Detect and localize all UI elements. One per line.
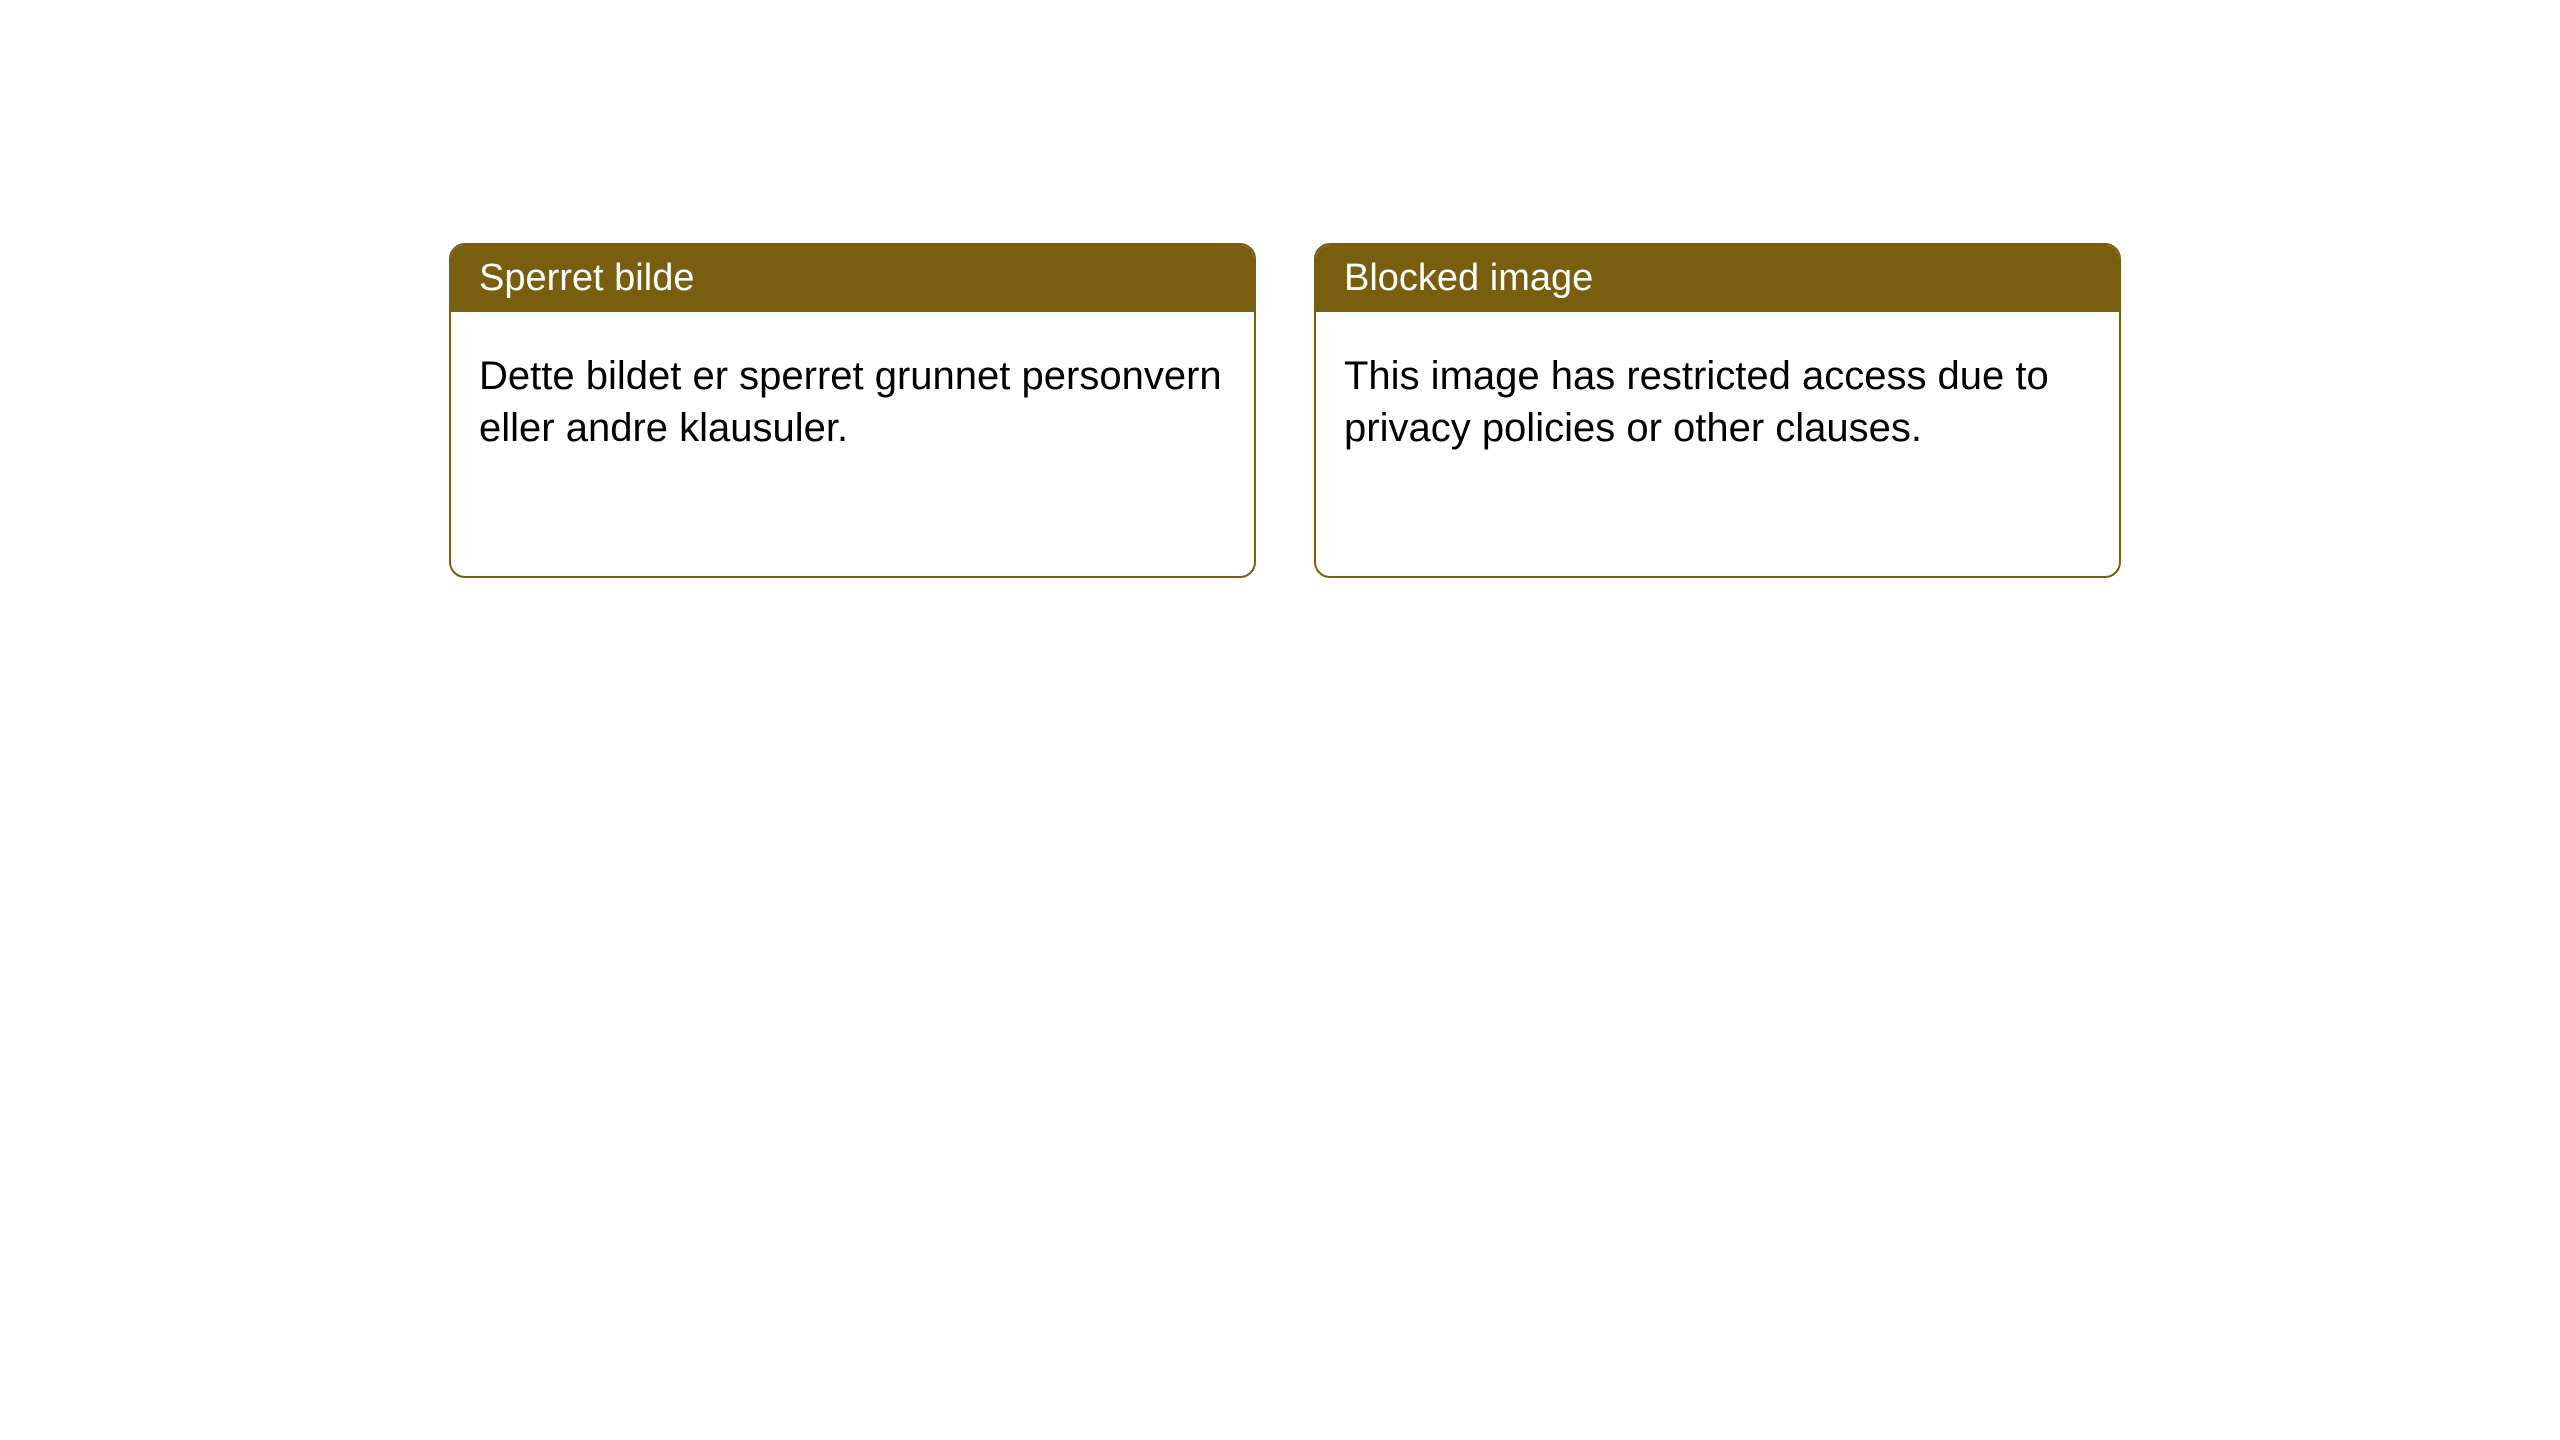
notice-card-no: Sperret bilde Dette bildet er sperret gr… <box>449 243 1256 578</box>
notice-card-en: Blocked image This image has restricted … <box>1314 243 2121 578</box>
notice-body-en: This image has restricted access due to … <box>1316 312 2119 492</box>
notice-container: Sperret bilde Dette bildet er sperret gr… <box>0 0 2560 578</box>
notice-header-no: Sperret bilde <box>451 245 1254 312</box>
notice-header-en: Blocked image <box>1316 245 2119 312</box>
notice-body-no: Dette bildet er sperret grunnet personve… <box>451 312 1254 492</box>
